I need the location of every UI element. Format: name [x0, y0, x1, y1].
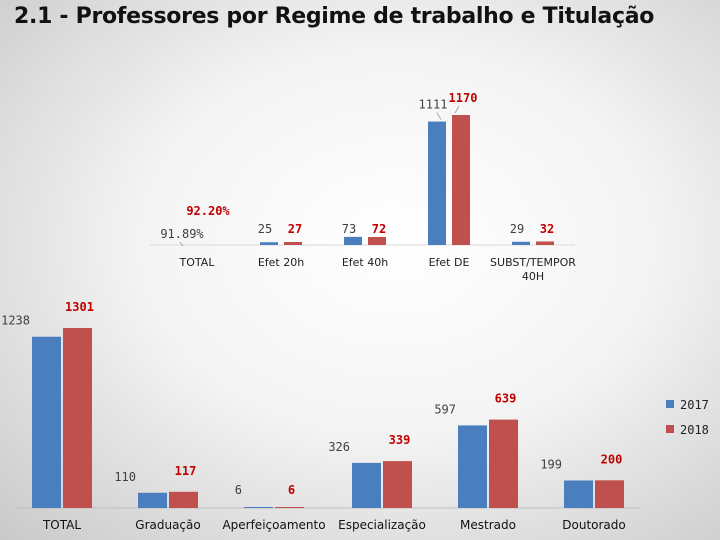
legend: 2017 2018: [666, 398, 709, 437]
lower-bar-2018-3: [383, 461, 412, 508]
upper-bar-2017-3: [428, 121, 446, 245]
upper-bar-2017-2: [344, 236, 362, 245]
lower-chart-titulacao: 1238 1301 TOTAL 110 117 Graduação 6 6 Aperfeiçoa…: [1, 300, 640, 532]
lower-tick-5: Doutorado: [562, 518, 625, 532]
upper-label-2017-0: 91.89%: [160, 227, 204, 241]
lower-label-2017-3: 326: [328, 440, 350, 454]
upper-label-2017-1: 25: [258, 222, 272, 236]
upper-label-2018-0: 92.20%: [186, 204, 230, 218]
upper-bar-2018-4: [536, 241, 554, 245]
lower-label-2018-4: 639: [495, 392, 517, 406]
lower-tick-1: Graduação: [135, 518, 200, 532]
lower-label-2018-0: 1301: [65, 300, 94, 314]
lower-bar-2018-1: [169, 491, 198, 508]
slide-title: 2.1 - Professores por Regime de trabalho…: [14, 4, 655, 29]
upper-chart-regime: 91.89% 92.20% TOTAL 25 27 Efet 20h 73 72 Efet 40…: [150, 91, 576, 283]
legend-label-2017: 2017: [680, 398, 709, 412]
upper-label-2017-2: 73: [342, 222, 356, 236]
upper-label-2017-3: 1111: [419, 98, 448, 112]
upper-bar-2018-1: [284, 242, 302, 245]
upper-tick-4-line1: 40H: [522, 270, 544, 283]
lower-bar-2017-2: [244, 507, 273, 508]
lower-label-2017-5: 199: [540, 457, 562, 471]
legend-swatch-2017: [666, 400, 674, 408]
upper-leader-pct: [179, 241, 184, 247]
lower-label-2018-2: 6: [288, 483, 295, 497]
upper-bar-2018-3: [452, 115, 470, 245]
lower-label-2018-3: 339: [389, 433, 411, 447]
upper-bar-2017-1: [260, 242, 278, 245]
lower-bar-2018-0: [63, 328, 92, 508]
upper-bar-2018-2: [368, 237, 386, 245]
legend-label-2018: 2018: [680, 423, 709, 437]
lower-bar-2017-3: [352, 462, 381, 508]
upper-bar-2017-4: [512, 241, 530, 245]
lower-label-2018-5: 200: [601, 452, 623, 466]
upper-label-2018-1: 27: [288, 222, 302, 236]
upper-leader-2017-3: [436, 112, 442, 120]
lower-bar-2017-5: [564, 480, 593, 508]
upper-label-2018-2: 72: [372, 222, 386, 236]
lower-bar-2018-5: [595, 480, 624, 508]
lower-label-2017-2: 6: [235, 483, 242, 497]
lower-tick-4: Mestrado: [460, 518, 516, 532]
lower-tick-3: Especialização: [338, 518, 426, 532]
upper-leader-2018-3: [454, 105, 460, 114]
lower-bar-2017-0: [32, 336, 61, 508]
lower-label-2017-0: 1238: [1, 314, 30, 328]
upper-tick-3: Efet DE: [429, 256, 470, 269]
lower-bar-2018-2: [275, 507, 304, 508]
upper-tick-1: Efet 20h: [258, 256, 304, 269]
upper-label-2017-4: 29: [510, 222, 524, 236]
lower-tick-2: Aperfeiçoamento: [222, 518, 325, 532]
lower-label-2017-4: 597: [434, 402, 456, 416]
upper-label-2018-3: 1170: [449, 91, 478, 105]
upper-tick-4: SUBST/TEMPOR: [490, 256, 576, 269]
upper-tick-2: Efet 40h: [342, 256, 388, 269]
lower-label-2018-1: 117: [175, 464, 197, 478]
upper-tick-0: TOTAL: [179, 256, 216, 269]
lower-tick-0: TOTAL: [42, 518, 81, 532]
lower-label-2017-1: 110: [114, 470, 136, 484]
lower-bar-2017-4: [458, 425, 487, 508]
lower-bar-2018-4: [489, 419, 518, 508]
lower-bar-2017-1: [138, 492, 167, 508]
upper-label-2018-4: 32: [540, 222, 554, 236]
legend-swatch-2018: [666, 425, 674, 433]
